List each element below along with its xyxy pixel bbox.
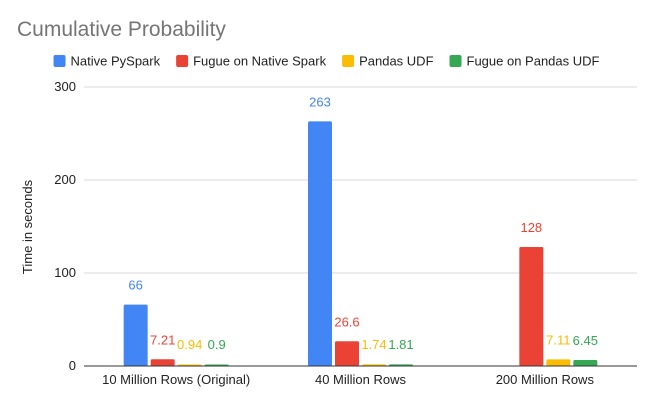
bar-native-pyspark-0 [123, 304, 148, 366]
y-tick-label: 100 [54, 265, 76, 280]
data-label: 26.6 [334, 314, 359, 329]
bar-native-pyspark-1 [308, 121, 332, 366]
bar-fugue-on-native-spark-2 [519, 246, 544, 366]
data-label: 7.11 [546, 332, 570, 347]
legend-label: Fugue on Pandas UDF [467, 54, 600, 69]
y-tick-label: 200 [54, 172, 76, 187]
legend-swatch [176, 55, 189, 67]
bar-fugue-on-native-spark-1 [335, 341, 359, 366]
data-label: 6.45 [573, 333, 598, 348]
data-label: 128 [520, 220, 542, 235]
y-axis-ticks: 0 100 200 300 [54, 79, 76, 373]
data-label: 1.74 [361, 337, 386, 352]
data-label: 0.94 [177, 337, 202, 352]
data-labels: 66 7.21 0.94 0.9 263 26.61.74 1.81 128 7.11 6.45 [128, 94, 598, 352]
data-label: 263 [309, 94, 331, 109]
x-axis-ticks: 10 Million Rows (Original) 40 Million Row… [102, 372, 594, 387]
x-tick-label: 200 Million Rows [496, 372, 595, 387]
bars [123, 121, 598, 366]
legend-item-pandas-udf: Pandas UDF [342, 54, 434, 69]
chart-title: Cumulative Probability [17, 18, 226, 41]
legend: Native PySpark Fugue on Native Spark Panda… [53, 54, 600, 69]
y-axis-title: Time in seconds [20, 179, 35, 274]
bar-pandas-udf-2 [546, 359, 571, 366]
y-tick-label: 300 [54, 79, 76, 94]
data-label: 1.81 [388, 337, 413, 352]
legend-label: Native PySpark [71, 54, 161, 69]
y-tick-label: 0 [69, 358, 76, 373]
bar-fugue-on-native-spark-0 [150, 359, 175, 366]
legend-swatch [449, 55, 462, 67]
gridlines [84, 86, 637, 274]
legend-label: Fugue on Native Spark [193, 54, 326, 69]
x-tick-label: 40 Million Rows [315, 372, 407, 387]
bar-fugue-on-pandas-udf-2 [573, 360, 598, 366]
legend-swatch [342, 55, 355, 67]
data-label: 66 [128, 278, 142, 293]
legend-item-native-pyspark: Native PySpark [53, 54, 161, 69]
x-tick-label: 10 Million Rows (Original) [102, 372, 250, 387]
legend-item-fugue-on-native-spark: Fugue on Native Spark [176, 54, 327, 69]
legend-item-fugue-on-pandas-udf: Fugue on Pandas UDF [449, 54, 600, 69]
legend-label: Pandas UDF [359, 54, 433, 69]
legend-swatch [53, 55, 66, 67]
data-label: 0.9 [208, 337, 226, 352]
data-label: 7.21 [150, 332, 175, 347]
